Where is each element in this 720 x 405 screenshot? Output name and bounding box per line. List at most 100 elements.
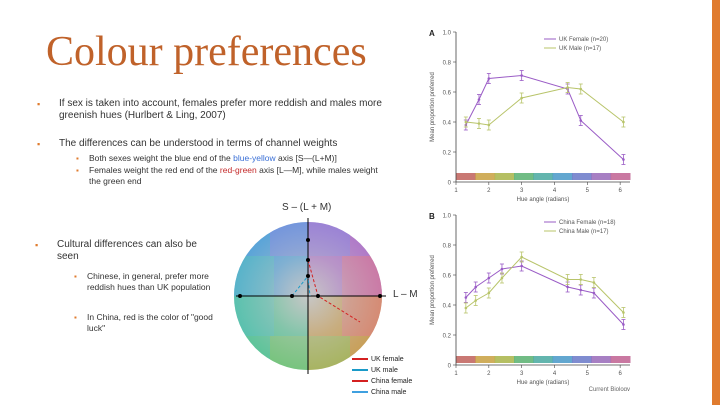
bullet-2: ▪ The differences can be understood in t… bbox=[37, 138, 404, 150]
hue-strip-segment bbox=[572, 356, 592, 363]
hue-strip-segment bbox=[514, 173, 534, 180]
y-tick-label: 0.4 bbox=[443, 121, 452, 127]
data-point bbox=[579, 87, 583, 91]
legend-swatch bbox=[352, 380, 368, 383]
y-tick-label: 0.4 bbox=[443, 304, 452, 310]
x-tick-label: 1 bbox=[454, 188, 458, 194]
data-point bbox=[487, 77, 491, 80]
legend-item-china-male: China male bbox=[352, 388, 406, 398]
y-tick-label: 0 bbox=[448, 181, 452, 187]
data-point bbox=[520, 74, 523, 77]
y-tick-label: 0.8 bbox=[443, 61, 452, 67]
data-point bbox=[474, 285, 477, 289]
bullet-marker: ▪ bbox=[35, 240, 39, 250]
data-point bbox=[566, 285, 569, 289]
y-tick-label: 0 bbox=[448, 364, 452, 370]
hue-strip-segment bbox=[533, 356, 554, 363]
wheel-axis-lm-label: L – M bbox=[393, 289, 418, 300]
wheel-point bbox=[306, 274, 310, 278]
data-point bbox=[477, 98, 481, 101]
hue-strip-segment bbox=[591, 173, 612, 180]
sub-bullet-marker: ▪ bbox=[74, 272, 77, 281]
series-line bbox=[465, 74, 624, 160]
x-tick-label: 2 bbox=[487, 188, 491, 194]
series-line bbox=[465, 265, 624, 325]
data-point bbox=[487, 123, 491, 127]
y-axis-label: Mean proportion preferred bbox=[430, 72, 436, 142]
bullet-3-sub-1: ▪ Chinese, in general, prefer more reddi… bbox=[74, 271, 211, 292]
data-point bbox=[622, 311, 625, 314]
x-tick-label: 6 bbox=[618, 371, 622, 377]
hue-strip-segment bbox=[610, 356, 631, 363]
data-point bbox=[487, 276, 491, 280]
y-axis-label: Mean proportion preferred bbox=[430, 255, 436, 325]
hue-strip-segment bbox=[514, 356, 534, 363]
accent-bar bbox=[712, 0, 720, 405]
x-axis-label: Hue angle (radians) bbox=[517, 197, 570, 203]
wheel-point bbox=[238, 294, 242, 298]
chart-panel-a: A 0 0.2 0.4 0.6 0.8 1.0 1 2 3 4 5 6 Hue angle (radian… bbox=[424, 22, 640, 208]
legend-label: UK Female (n=20) bbox=[559, 37, 608, 43]
hue-strip-segment bbox=[475, 356, 496, 363]
data-point bbox=[464, 306, 468, 310]
hue-strip-segment bbox=[494, 356, 515, 363]
data-point bbox=[622, 120, 625, 124]
legend-item-uk-female: UK female bbox=[352, 355, 404, 365]
bullet-3: ▪ Cultural differences can also be seen bbox=[35, 239, 217, 263]
legend-label: UK Male (n=17) bbox=[559, 46, 601, 52]
x-tick-label: 6 bbox=[618, 188, 622, 194]
data-point bbox=[520, 255, 523, 259]
y-tick-label: 0.6 bbox=[443, 274, 452, 280]
y-tick-label: 0.2 bbox=[443, 334, 452, 340]
legend-label: China Male (n=17) bbox=[559, 229, 609, 235]
data-point bbox=[579, 119, 583, 122]
wheel-point bbox=[316, 294, 320, 298]
y-tick-label: 1.0 bbox=[443, 31, 452, 37]
data-point bbox=[622, 158, 625, 161]
legend-item-uk-male: UK male bbox=[352, 366, 398, 376]
y-tick-label: 0.2 bbox=[443, 151, 452, 157]
bullet-3-text: Cultural differences can also be seen bbox=[57, 239, 197, 262]
bullet-2-sub-1: ▪ Both sexes weight the blue end of the … bbox=[76, 153, 337, 163]
hue-strip-segment bbox=[456, 173, 476, 180]
chart-panel-b: B 0 0.2 0.4 0.6 0.8 1.0 1 2 3 4 5 6 Hue angle (radian… bbox=[424, 205, 640, 391]
data-point bbox=[622, 323, 625, 326]
legend-swatch bbox=[352, 369, 368, 372]
bullet-2-sub-2: ▪ Females weight the red end of the red-… bbox=[76, 165, 378, 186]
wheel-point bbox=[378, 294, 382, 298]
hue-strip-segment bbox=[494, 173, 515, 180]
data-point bbox=[474, 299, 477, 302]
x-tick-label: 1 bbox=[454, 371, 458, 377]
y-tick-label: 0.8 bbox=[443, 244, 452, 250]
bullet-1: ▪ If sex is taken into account, females … bbox=[37, 98, 404, 122]
x-axis-label: Hue angle (radians) bbox=[517, 380, 570, 386]
data-point bbox=[520, 264, 523, 268]
source-label: Current Biology bbox=[589, 387, 630, 391]
x-tick-label: 3 bbox=[520, 188, 524, 194]
x-tick-label: 2 bbox=[487, 371, 491, 377]
colour-wheel bbox=[234, 218, 386, 374]
hue-strip-segment bbox=[456, 356, 476, 363]
data-point bbox=[592, 281, 596, 284]
wheel-point bbox=[306, 238, 310, 242]
data-point bbox=[500, 276, 504, 280]
y-tick-label: 0.6 bbox=[443, 91, 452, 97]
data-point bbox=[520, 96, 523, 100]
legend-item-china-female: China female bbox=[352, 377, 412, 387]
data-point bbox=[592, 291, 596, 295]
hue-strip-segment bbox=[552, 356, 573, 363]
legend-swatch bbox=[352, 391, 368, 394]
x-tick-label: 3 bbox=[520, 371, 524, 377]
blue-yellow-word: blue-yellow bbox=[233, 153, 276, 163]
data-point bbox=[579, 278, 583, 281]
chart-panel-label: B bbox=[429, 212, 435, 221]
hue-strip-segment bbox=[475, 173, 496, 180]
data-point bbox=[579, 288, 583, 292]
hue-strip-segment bbox=[552, 173, 573, 180]
data-point bbox=[566, 86, 569, 89]
x-tick-label: 4 bbox=[553, 188, 557, 194]
chart-panel-label: A bbox=[429, 29, 435, 38]
hue-strip-segment bbox=[610, 173, 631, 180]
wheel-point bbox=[306, 258, 310, 262]
hue-strip-segment bbox=[572, 173, 592, 180]
